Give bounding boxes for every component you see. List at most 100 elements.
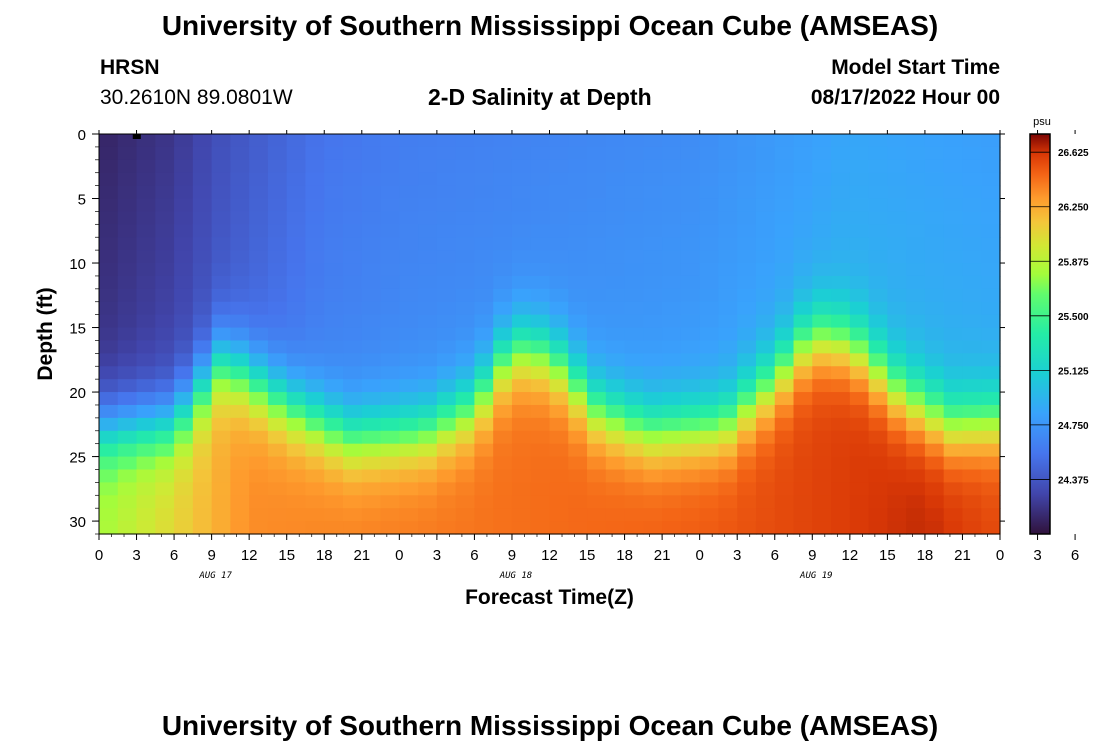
heatmap-cell bbox=[924, 185, 945, 200]
heatmap-cell bbox=[305, 314, 325, 329]
heatmap-cell bbox=[361, 172, 382, 187]
heatmap-cell bbox=[249, 237, 269, 251]
heatmap-cell bbox=[174, 237, 194, 251]
heatmap-cell bbox=[174, 314, 194, 329]
heatmap-cell bbox=[305, 508, 325, 522]
heatmap-cell bbox=[211, 379, 231, 393]
heatmap-cell bbox=[568, 482, 588, 496]
x-tick-label: 6 bbox=[1071, 547, 1079, 564]
heatmap-cell bbox=[136, 430, 156, 445]
heatmap-cell bbox=[699, 392, 720, 406]
heatmap-cell bbox=[474, 275, 494, 290]
heatmap-cells bbox=[99, 134, 1001, 535]
heatmap-cell bbox=[343, 495, 363, 509]
heatmap-cell bbox=[230, 275, 250, 290]
heatmap-cell bbox=[117, 521, 138, 535]
heatmap-cell bbox=[511, 263, 532, 277]
model-start-label: Model Start Time bbox=[831, 56, 1000, 79]
heatmap-cell bbox=[812, 508, 832, 522]
heatmap-cell bbox=[530, 224, 551, 238]
heatmap-cell bbox=[418, 508, 438, 522]
heatmap-cell bbox=[267, 495, 288, 509]
heatmap-cell bbox=[530, 314, 551, 329]
heatmap-cell bbox=[136, 495, 156, 509]
heatmap-cell bbox=[174, 250, 194, 264]
heatmap-cell bbox=[981, 263, 1001, 277]
heatmap-cell bbox=[117, 443, 138, 458]
heatmap-cell bbox=[324, 456, 344, 471]
heatmap-cell bbox=[399, 237, 419, 251]
heatmap-cell bbox=[981, 508, 1001, 522]
heatmap-cell bbox=[530, 237, 551, 251]
heatmap-cell bbox=[511, 185, 532, 200]
heatmap-cell bbox=[605, 263, 626, 277]
heatmap-cell bbox=[343, 263, 363, 277]
heatmap-cell bbox=[568, 224, 588, 238]
heatmap-cell bbox=[174, 508, 194, 522]
heatmap-cell bbox=[906, 340, 926, 354]
heatmap-cell bbox=[192, 495, 213, 509]
heatmap-cell bbox=[587, 159, 607, 174]
heatmap-cell bbox=[587, 198, 607, 213]
heatmap-cell bbox=[643, 469, 663, 483]
heatmap-cell bbox=[755, 404, 776, 419]
heatmap-cell bbox=[230, 430, 250, 445]
heatmap-cell bbox=[906, 263, 926, 277]
heatmap-cell bbox=[249, 340, 269, 354]
heatmap-cell bbox=[286, 224, 307, 238]
heatmap-cell bbox=[680, 146, 701, 161]
heatmap-cell bbox=[249, 301, 269, 316]
heatmap-cell bbox=[155, 353, 175, 367]
heatmap-cell bbox=[455, 263, 476, 277]
heatmap-cell bbox=[680, 482, 701, 496]
heatmap-cell bbox=[624, 159, 644, 174]
heatmap-cell bbox=[155, 340, 175, 354]
heatmap-cell bbox=[774, 443, 795, 458]
heatmap-cell bbox=[849, 185, 870, 200]
y-tick-label: 0 bbox=[78, 127, 86, 144]
heatmap-cell bbox=[568, 430, 588, 445]
heatmap-cell bbox=[530, 185, 551, 200]
heatmap-cell bbox=[587, 172, 607, 187]
heatmap-cell bbox=[981, 301, 1001, 316]
heatmap-cell bbox=[136, 521, 156, 535]
heatmap-cell bbox=[230, 417, 250, 432]
heatmap-cell bbox=[793, 379, 813, 393]
heatmap-cell bbox=[699, 417, 720, 432]
colorbar bbox=[1029, 133, 1051, 535]
heatmap-cell bbox=[361, 314, 382, 329]
heatmap-cell bbox=[924, 379, 945, 393]
heatmap-cell bbox=[718, 417, 738, 432]
heatmap-cell bbox=[906, 250, 926, 264]
heatmap-cell bbox=[831, 159, 851, 174]
heatmap-cell bbox=[906, 521, 926, 535]
heatmap-cell bbox=[99, 301, 119, 316]
heatmap-cell bbox=[605, 172, 626, 187]
heatmap-cell bbox=[906, 366, 926, 380]
heatmap-cell bbox=[305, 430, 325, 445]
heatmap-cell bbox=[380, 224, 400, 238]
heatmap-cell bbox=[587, 314, 607, 329]
heatmap-cell bbox=[474, 340, 494, 354]
heatmap-cell bbox=[643, 275, 663, 290]
heatmap-cell bbox=[662, 417, 682, 432]
heatmap-cell bbox=[605, 159, 626, 174]
heatmap-cell bbox=[962, 327, 982, 342]
heatmap-cell bbox=[924, 134, 945, 148]
heatmap-cell bbox=[887, 392, 907, 406]
heatmap-cell bbox=[343, 443, 363, 458]
x-tick-label: 6 bbox=[771, 547, 779, 564]
heatmap-cell bbox=[436, 353, 457, 367]
heatmap-cell bbox=[249, 379, 269, 393]
heatmap-cell bbox=[549, 172, 569, 187]
x-tick-label: 3 bbox=[433, 547, 441, 564]
heatmap-cell bbox=[793, 417, 813, 432]
heatmap-cell bbox=[455, 443, 476, 458]
heatmap-cell bbox=[436, 443, 457, 458]
heatmap-cell bbox=[286, 379, 307, 393]
heatmap-cell bbox=[812, 469, 832, 483]
heatmap-cell bbox=[587, 443, 607, 458]
heatmap-cell bbox=[943, 521, 964, 535]
page-title-bottom: University of Southern Mississippi Ocean… bbox=[161, 710, 939, 741]
heatmap-cell bbox=[887, 237, 907, 251]
